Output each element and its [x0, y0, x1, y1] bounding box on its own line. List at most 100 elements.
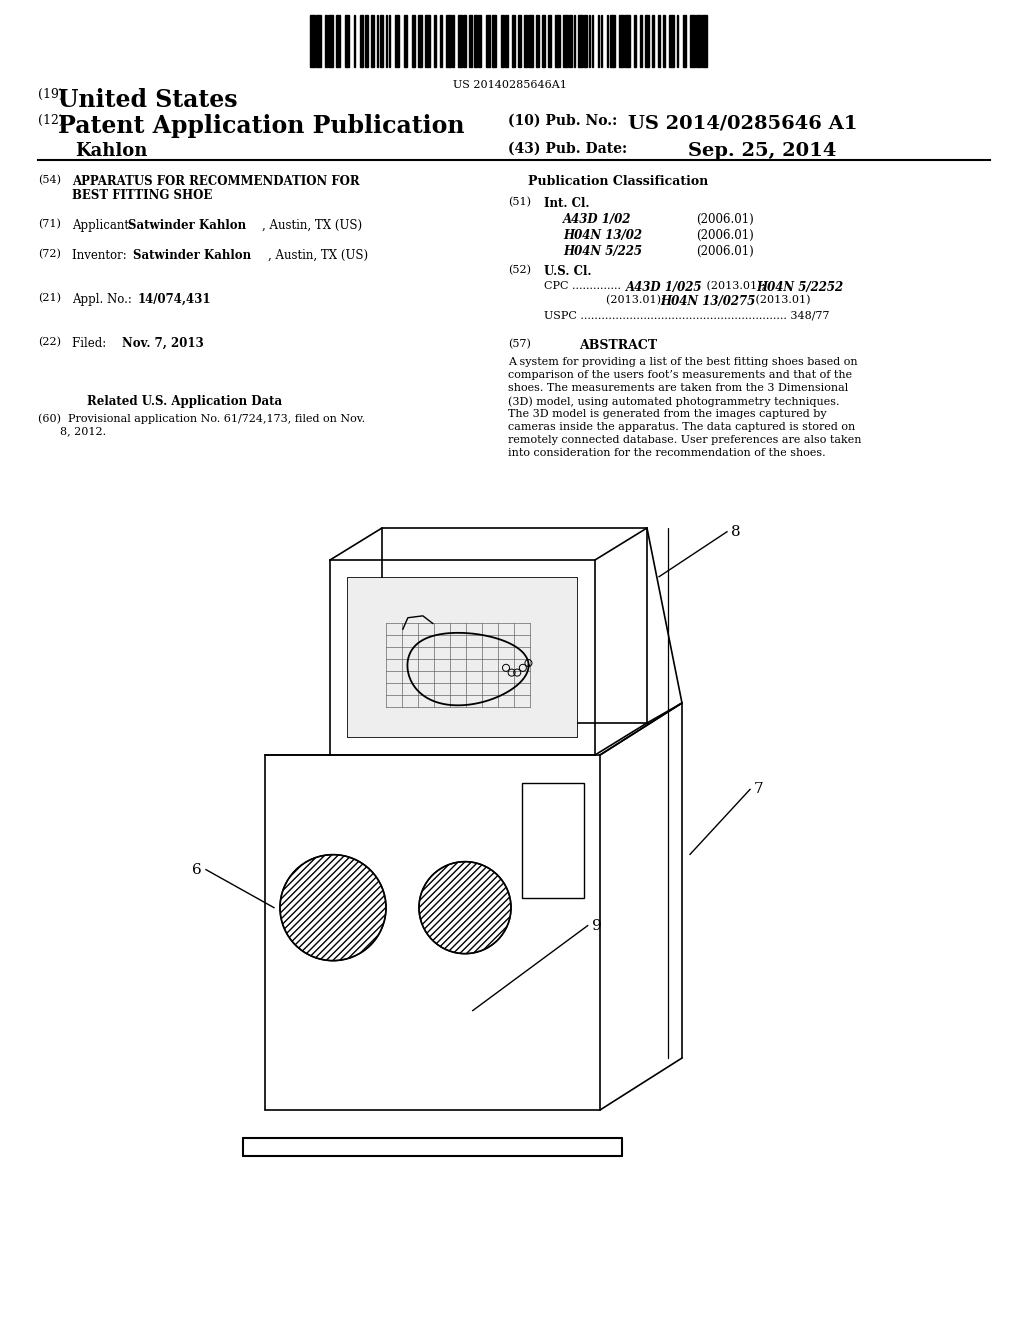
Text: United States: United States	[58, 88, 238, 112]
Bar	[702, 15, 707, 67]
Text: A system for providing a list of the best fitting shoes based on: A system for providing a list of the bes…	[508, 356, 858, 367]
Bar	[326, 15, 327, 67]
Text: (2013.01);: (2013.01);	[703, 281, 769, 292]
Bar	[506, 15, 509, 67]
Text: A43D 1/02: A43D 1/02	[563, 213, 632, 226]
Bar	[463, 15, 466, 67]
Bar	[569, 15, 572, 67]
Text: 8, 2012.: 8, 2012.	[60, 426, 106, 436]
Text: Filed:: Filed:	[72, 337, 140, 350]
Bar	[371, 15, 374, 67]
Text: USPC ........................................................... 348/77: USPC ...................................…	[544, 312, 829, 321]
Text: Satwinder Kahlon: Satwinder Kahlon	[133, 249, 251, 261]
Bar	[386, 15, 387, 67]
Bar	[592, 15, 593, 67]
Bar	[610, 15, 614, 67]
Text: BEST FITTING SHOE: BEST FITTING SHOE	[72, 189, 212, 202]
Bar	[328, 15, 333, 67]
Bar	[348, 578, 577, 737]
Text: CPC ..............: CPC ..............	[544, 281, 625, 290]
Text: H04N 13/0275: H04N 13/0275	[660, 294, 756, 308]
Bar	[669, 15, 674, 67]
Bar	[501, 15, 504, 67]
Text: comparison of the users foot’s measurements and that of the: comparison of the users foot’s measureme…	[508, 370, 852, 380]
Text: (19): (19)	[38, 88, 63, 102]
Bar	[354, 15, 355, 67]
Bar	[395, 15, 399, 67]
Text: Sep. 25, 2014: Sep. 25, 2014	[688, 143, 837, 160]
Text: (2013.01): (2013.01)	[752, 294, 811, 305]
Bar	[658, 15, 660, 67]
Bar	[555, 15, 560, 67]
Bar	[645, 15, 649, 67]
Bar	[434, 15, 436, 67]
Bar	[563, 15, 567, 67]
Bar	[365, 15, 368, 67]
Bar	[380, 15, 383, 67]
Bar	[316, 15, 321, 67]
Text: Inventor:: Inventor:	[72, 249, 138, 261]
Bar	[585, 15, 588, 67]
Text: Related U.S. Application Data: Related U.S. Application Data	[87, 395, 283, 408]
Bar	[640, 15, 642, 67]
Text: shoes. The measurements are taken from the 3 Dimensional: shoes. The measurements are taken from t…	[508, 383, 848, 393]
Text: remotely connected database. User preferences are also taken: remotely connected database. User prefer…	[508, 436, 861, 445]
Text: into consideration for the recommendation of the shoes.: into consideration for the recommendatio…	[508, 447, 825, 458]
Text: Nov. 7, 2013: Nov. 7, 2013	[122, 337, 204, 350]
Bar	[683, 15, 686, 67]
Circle shape	[419, 862, 511, 953]
Bar	[425, 15, 430, 67]
Text: (22): (22)	[38, 337, 61, 347]
Bar	[536, 15, 539, 67]
Bar	[542, 15, 545, 67]
Bar	[377, 15, 378, 67]
Text: , Austin, TX (US): , Austin, TX (US)	[268, 249, 368, 261]
Bar	[492, 15, 497, 67]
Bar	[522, 783, 584, 898]
Bar	[528, 15, 532, 67]
Bar	[677, 15, 678, 67]
Bar	[663, 15, 665, 67]
Text: (52): (52)	[508, 265, 531, 276]
Text: APPARATUS FOR RECOMMENDATION FOR: APPARATUS FOR RECOMMENDATION FOR	[72, 176, 359, 187]
Text: (60)  Provisional application No. 61/724,173, filed on Nov.: (60) Provisional application No. 61/724,…	[38, 413, 366, 424]
Text: (54): (54)	[38, 176, 61, 185]
Text: Int. Cl.: Int. Cl.	[544, 197, 590, 210]
Text: H04N 13/02: H04N 13/02	[563, 228, 642, 242]
Bar	[310, 15, 314, 67]
Text: (43) Pub. Date:: (43) Pub. Date:	[508, 143, 627, 156]
Bar	[517, 15, 520, 67]
Text: 9: 9	[592, 919, 601, 933]
Bar	[418, 15, 422, 67]
Bar	[345, 15, 349, 67]
Bar	[634, 15, 636, 67]
Bar	[598, 15, 599, 67]
Bar	[440, 15, 441, 67]
Text: Publication Classification: Publication Classification	[528, 176, 709, 187]
Text: 8: 8	[731, 525, 740, 539]
Text: The 3D model is generated from the images captured by: The 3D model is generated from the image…	[508, 409, 826, 418]
Bar	[474, 15, 476, 67]
Text: US 20140285646A1: US 20140285646A1	[453, 81, 567, 90]
Bar	[620, 15, 624, 67]
Text: cameras inside the apparatus. The data captured is stored on: cameras inside the apparatus. The data c…	[508, 422, 855, 432]
Circle shape	[280, 854, 386, 961]
Text: ABSTRACT: ABSTRACT	[579, 339, 657, 352]
Bar	[478, 15, 481, 67]
Text: Patent Application Publication: Patent Application Publication	[58, 114, 465, 139]
Bar	[607, 15, 608, 67]
Bar	[579, 15, 583, 67]
Text: Kahlon: Kahlon	[75, 143, 147, 160]
Text: (2013.01);: (2013.01);	[606, 294, 669, 305]
Text: A43D 1/025: A43D 1/025	[626, 281, 702, 294]
Bar	[652, 15, 654, 67]
Text: (72): (72)	[38, 249, 60, 259]
Bar	[403, 15, 407, 67]
Text: 6: 6	[193, 863, 202, 876]
Text: H04N 5/2252: H04N 5/2252	[756, 281, 843, 294]
Bar	[360, 15, 364, 67]
Text: (21): (21)	[38, 293, 61, 304]
Text: Satwinder Kahlon: Satwinder Kahlon	[128, 219, 246, 232]
Text: Appl. No.:: Appl. No.:	[72, 293, 139, 306]
Bar	[523, 15, 526, 67]
